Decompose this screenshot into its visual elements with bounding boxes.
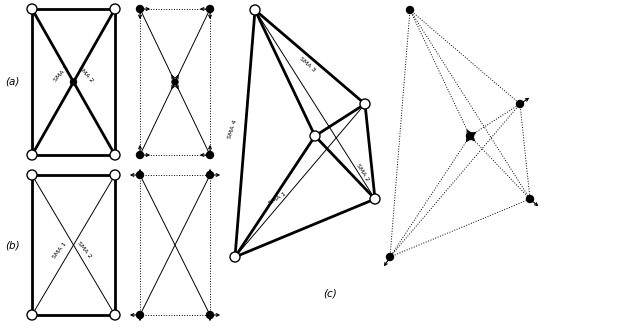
Circle shape <box>27 4 37 14</box>
Circle shape <box>172 79 178 85</box>
Circle shape <box>467 133 474 139</box>
Circle shape <box>110 4 120 14</box>
Circle shape <box>27 170 37 180</box>
Circle shape <box>27 150 37 160</box>
Circle shape <box>27 310 37 320</box>
Circle shape <box>370 194 380 204</box>
Circle shape <box>230 252 240 262</box>
Circle shape <box>406 7 413 13</box>
Text: SMA 2: SMA 2 <box>77 241 92 259</box>
Circle shape <box>110 170 120 180</box>
Text: SMA 2: SMA 2 <box>77 65 94 83</box>
Circle shape <box>110 310 120 320</box>
Circle shape <box>207 151 214 159</box>
Circle shape <box>207 171 214 179</box>
Text: SMA 2: SMA 2 <box>355 163 369 182</box>
Circle shape <box>310 131 320 141</box>
Circle shape <box>70 79 77 85</box>
Text: SMA 3: SMA 3 <box>298 56 316 72</box>
Circle shape <box>136 6 143 13</box>
Circle shape <box>360 99 370 109</box>
Circle shape <box>250 5 260 15</box>
Text: SMA 1: SMA 1 <box>268 192 287 206</box>
Circle shape <box>136 151 143 159</box>
Circle shape <box>516 100 524 108</box>
Text: SMA 4: SMA 4 <box>227 119 238 139</box>
Circle shape <box>387 254 394 261</box>
Circle shape <box>136 171 143 179</box>
Text: SMA 1: SMA 1 <box>52 241 67 259</box>
Circle shape <box>527 195 534 203</box>
Text: (a): (a) <box>5 77 19 87</box>
Circle shape <box>110 150 120 160</box>
Text: SMA 1: SMA 1 <box>53 65 70 83</box>
Circle shape <box>207 312 214 318</box>
Circle shape <box>207 6 214 13</box>
Circle shape <box>136 312 143 318</box>
Text: (b): (b) <box>5 240 20 250</box>
Text: (c): (c) <box>323 289 337 299</box>
